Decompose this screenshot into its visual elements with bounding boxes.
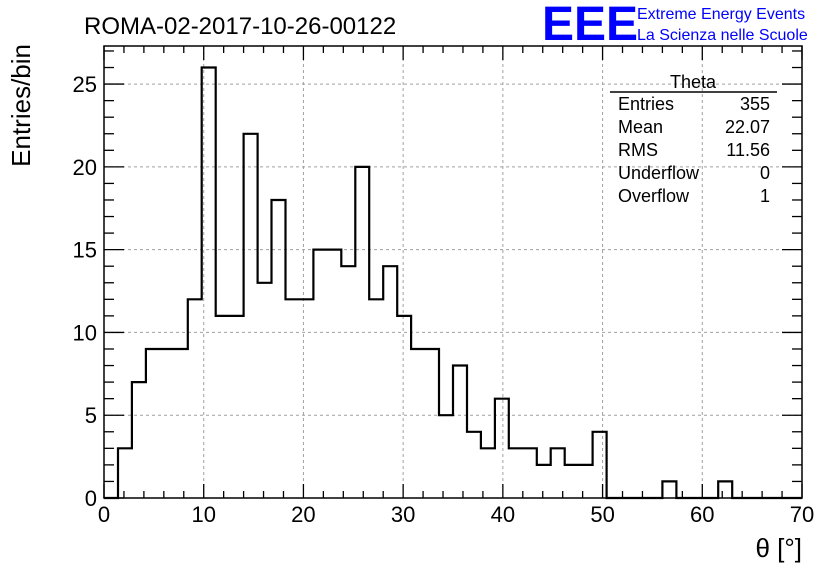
stats-box: Theta Entries 355 Mean 22.07 RMS 11.56 Underfl… [610, 72, 777, 206]
logo-line-2: La Scienza nelle Scuole [637, 27, 808, 44]
y-tick-label: 20 [73, 155, 97, 180]
stats-label: Underflow [618, 163, 700, 183]
stats-label: Overflow [618, 186, 690, 206]
stats-label: Entries [618, 94, 674, 114]
stats-label: Mean [618, 117, 663, 137]
logo-line-1: Extreme Energy Events [637, 6, 805, 23]
grid-lines [104, 46, 802, 498]
run-title: ROMA-02-2017-10-26-00122 [84, 13, 396, 40]
axis-ticks [103, 46, 803, 499]
y-axis-title: Entries/bin [6, 44, 36, 167]
stats-rows: Entries 355 Mean 22.07 RMS 11.56 Underflow 0 Ove… [618, 94, 770, 206]
plot-frame [103, 45, 803, 499]
x-tick-label: 30 [391, 502, 415, 527]
x-tick-label: 50 [590, 502, 614, 527]
x-tick-label: 60 [690, 502, 714, 527]
stats-name: Theta [670, 72, 717, 92]
stats-value: 22.07 [725, 117, 770, 137]
x-tick-label: 0 [98, 502, 110, 527]
histogram-line [104, 66, 802, 500]
stats-value: 1 [760, 186, 770, 206]
stats-value: 11.56 [726, 140, 770, 160]
stats-value: 355 [740, 94, 770, 114]
x-tick-label: 20 [291, 502, 315, 527]
x-tick-label: 40 [491, 502, 515, 527]
stats-value: 0 [760, 163, 770, 183]
x-tick-label: 70 [790, 502, 814, 527]
y-tick-label: 0 [85, 486, 97, 511]
x-tick-label: 10 [191, 502, 215, 527]
stats-label: RMS [618, 140, 658, 160]
y-tick-label: 5 [85, 403, 97, 428]
y-tick-label: 25 [73, 72, 97, 97]
logo-text: EEE [542, 0, 638, 51]
x-axis-title: θ [°] [755, 533, 802, 563]
eee-logo: EEE Extreme Energy Events La Scienza nel… [542, 0, 808, 51]
y-tick-label: 10 [73, 320, 97, 345]
y-tick-label: 15 [73, 238, 97, 263]
